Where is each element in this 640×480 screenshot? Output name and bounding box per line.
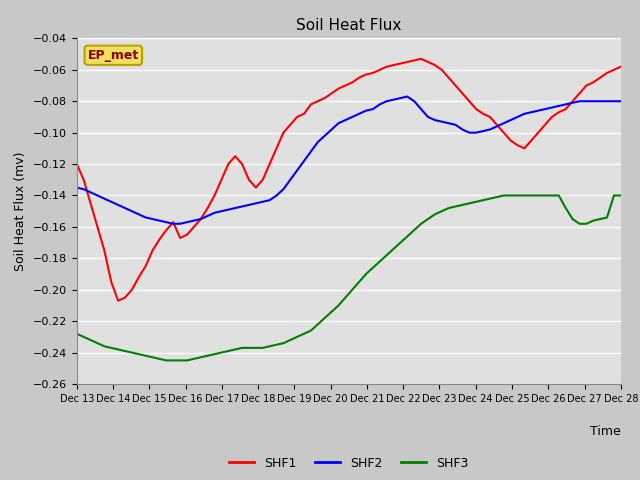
SHF1 [321, 95, 328, 101]
SHF2 [321, 133, 328, 139]
SHF3 [569, 216, 577, 222]
SHF1 [459, 91, 467, 96]
SHF1 [417, 56, 425, 62]
SHF2 [617, 98, 625, 104]
SHF3 [617, 192, 625, 198]
SHF2 [403, 94, 411, 99]
SHF3 [431, 212, 438, 217]
Line: SHF2: SHF2 [77, 96, 621, 224]
X-axis label: Time: Time [590, 425, 621, 438]
Legend: SHF1, SHF2, SHF3: SHF1, SHF2, SHF3 [224, 452, 474, 475]
SHF1 [569, 98, 577, 104]
Text: EP_met: EP_met [88, 49, 139, 62]
SHF1 [403, 59, 411, 65]
Line: SHF3: SHF3 [77, 195, 621, 360]
SHF1 [73, 161, 81, 167]
Title: Soil Heat Flux: Soil Heat Flux [296, 18, 401, 33]
SHF3 [403, 233, 411, 239]
SHF1 [410, 58, 418, 63]
SHF1 [438, 67, 445, 72]
SHF1 [115, 298, 122, 304]
SHF2 [417, 106, 425, 112]
Line: SHF1: SHF1 [77, 59, 621, 301]
SHF3 [163, 358, 170, 363]
SHF2 [438, 119, 445, 124]
SHF2 [73, 185, 81, 191]
SHF2 [170, 221, 177, 227]
SHF3 [321, 315, 328, 321]
SHF3 [73, 331, 81, 336]
SHF2 [459, 127, 467, 132]
SHF3 [410, 227, 418, 233]
SHF2 [410, 98, 418, 104]
SHF1 [617, 64, 625, 70]
SHF2 [569, 100, 577, 106]
SHF3 [500, 192, 508, 198]
Y-axis label: Soil Heat Flux (mv): Soil Heat Flux (mv) [14, 152, 28, 271]
SHF3 [452, 204, 460, 209]
